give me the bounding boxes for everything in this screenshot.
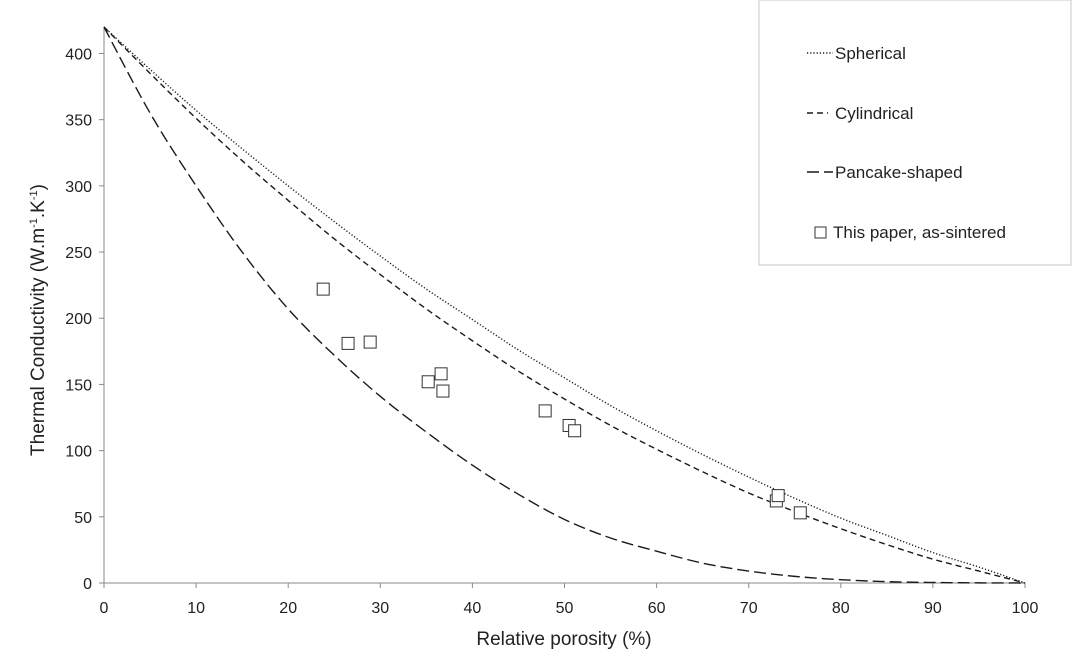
legend-pancake-label: Pancake-shaped xyxy=(835,163,963,182)
y-tick-label: 300 xyxy=(65,179,92,196)
data-point-marker xyxy=(436,384,450,398)
ticks: 0 10 20 30 40 50 60 70 80 90 100 0 50 100 150 200 250 300… xyxy=(65,46,1038,617)
y-tick-label: 0 xyxy=(83,576,92,593)
data-point-marker xyxy=(341,336,355,350)
data-point-marker xyxy=(434,367,448,381)
y-axis-title-part2: .K xyxy=(28,200,49,218)
series-pancake-shaped-line xyxy=(103,26,1026,584)
data-point-marker xyxy=(793,506,807,520)
data-point-marker xyxy=(538,404,552,418)
x-tick-label: 10 xyxy=(187,600,205,617)
legend-points-label: This paper, as-sintered xyxy=(833,223,1006,242)
x-tick-label: 60 xyxy=(648,600,666,617)
data-points xyxy=(316,282,807,520)
y-tick-label: 350 xyxy=(65,113,92,130)
data-point-marker xyxy=(421,375,435,389)
y-tick-label: 400 xyxy=(65,46,92,63)
y-axis-title-sup2: -1 xyxy=(28,190,40,200)
y-axis-title-part1: Thermal Conductivity (W.m xyxy=(28,228,49,456)
legend-box xyxy=(758,0,1072,266)
legend-cylindrical-label: Cylindrical xyxy=(835,104,913,123)
legend-points-marker xyxy=(814,226,827,239)
data-point-marker xyxy=(363,335,377,349)
y-axis-title: Thermal Conductivity (W.m-1.K-1) xyxy=(28,184,49,456)
series-cylindrical-line xyxy=(103,26,1026,584)
y-tick-label: 200 xyxy=(65,311,92,328)
x-tick-label: 80 xyxy=(832,600,850,617)
y-tick-label: 150 xyxy=(65,377,92,394)
x-tick-label: 50 xyxy=(556,600,574,617)
data-point-marker xyxy=(568,424,582,438)
legend: Spherical Cylindrical Pancake-shaped Thi… xyxy=(758,0,1072,266)
series-lines xyxy=(103,26,1026,584)
x-axis-title: Relative porosity (%) xyxy=(476,629,651,650)
x-tick-label: 30 xyxy=(371,600,389,617)
data-point-marker xyxy=(771,489,785,503)
x-tick-label: 40 xyxy=(464,600,482,617)
y-axis-title-part3: ) xyxy=(28,184,49,190)
y-tick-label: 250 xyxy=(65,245,92,262)
x-tick-label: 0 xyxy=(100,600,109,617)
x-tick-label: 100 xyxy=(1012,600,1039,617)
y-tick-label: 100 xyxy=(65,444,92,461)
x-tick-label: 70 xyxy=(740,600,758,617)
y-tick-label: 50 xyxy=(74,510,92,527)
x-tick-label: 20 xyxy=(279,600,297,617)
legend-spherical-label: Spherical xyxy=(835,44,906,63)
series-spherical-line xyxy=(103,26,1026,584)
x-tick-label: 90 xyxy=(924,600,942,617)
data-point-marker xyxy=(316,282,330,296)
y-axis-title-sup1: -1 xyxy=(28,218,40,228)
